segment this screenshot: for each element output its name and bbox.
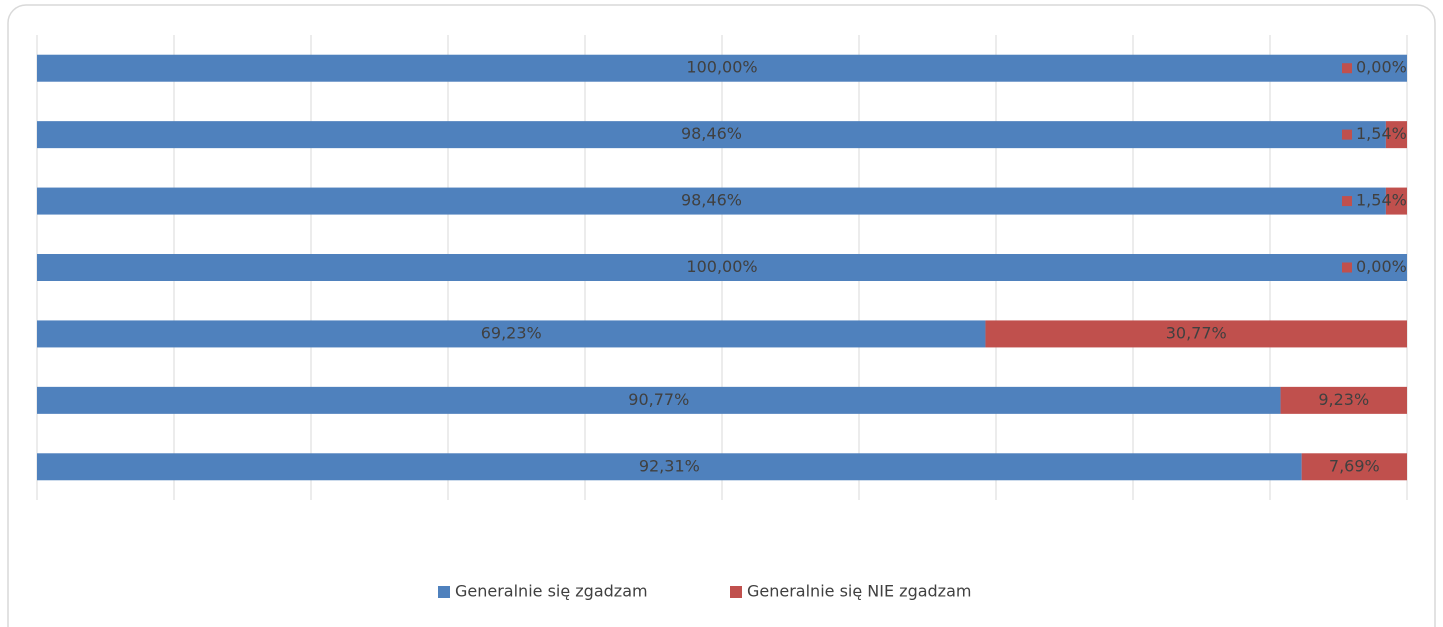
data-label: 9,23% [1318, 390, 1369, 409]
data-label: 98,46% [681, 124, 742, 143]
data-label: 1,54% [1356, 124, 1407, 143]
bar [37, 320, 986, 348]
label-key [1342, 196, 1352, 207]
data-label: 0,00% [1356, 257, 1407, 276]
bar [37, 254, 1407, 281]
label-key [1342, 129, 1352, 140]
bar [1280, 386, 1407, 414]
bar [985, 320, 1407, 348]
data-label: 1,54% [1356, 191, 1407, 210]
legend-label: Generalnie się NIE zgadzam [747, 582, 971, 601]
bar [37, 386, 1281, 414]
legend-key [730, 586, 742, 598]
bar [37, 187, 1386, 215]
data-label: 0,00% [1356, 58, 1407, 77]
legend-label: Generalnie się zgadzam [455, 582, 648, 601]
data-label: 100,00% [686, 257, 757, 276]
label-key [1342, 262, 1352, 273]
data-label: 30,77% [1166, 323, 1227, 342]
data-label: 69,23% [481, 323, 542, 342]
legend-key [438, 586, 450, 598]
data-label: 7,69% [1329, 456, 1380, 475]
data-label: 90,77% [628, 390, 689, 409]
bar [1385, 187, 1407, 215]
data-label: 98,46% [681, 191, 742, 210]
data-label: 100,00% [686, 58, 757, 77]
bar [37, 121, 1386, 149]
bar [37, 453, 1302, 481]
bar [1301, 453, 1407, 481]
bar [1385, 121, 1407, 149]
data-label: 92,31% [639, 456, 700, 475]
bar [37, 54, 1407, 82]
label-key [1342, 63, 1352, 74]
